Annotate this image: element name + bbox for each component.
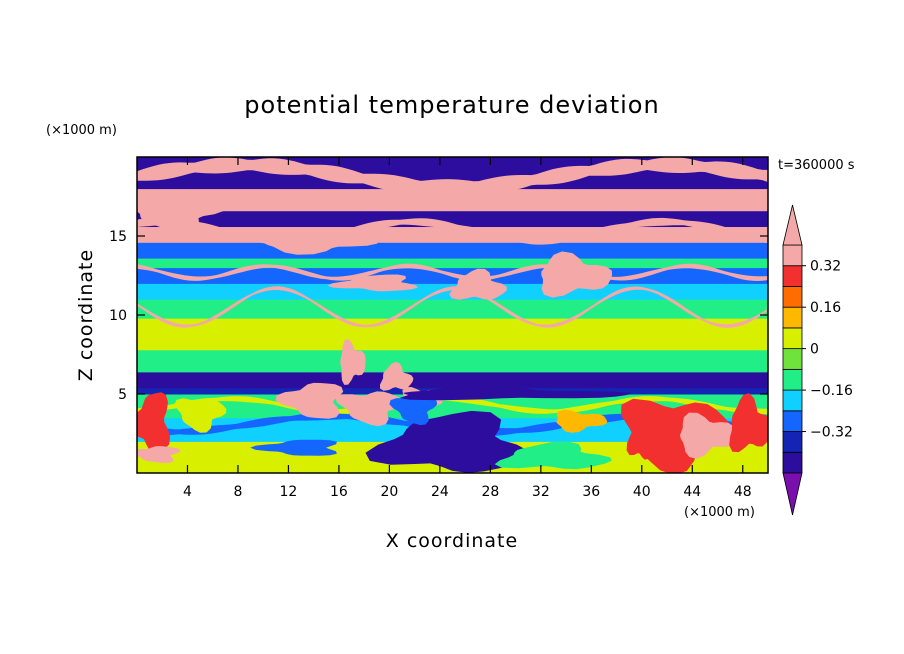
field-blob-11 xyxy=(250,439,337,456)
field-band-4 xyxy=(137,371,768,389)
x-tick-label: 48 xyxy=(734,484,752,500)
x-axis-label: X coordinate xyxy=(386,530,518,552)
field-blob-4 xyxy=(327,274,418,292)
field-blob-5 xyxy=(275,382,344,419)
colorbar: −0.32 −0.16 0 0.16 0.32 xyxy=(782,204,853,516)
x-tick-label: 32 xyxy=(532,484,550,500)
x-tick-label: 16 xyxy=(330,484,348,500)
field-blob-8 xyxy=(340,338,366,385)
field-band-5 xyxy=(137,349,768,373)
field-blob-22 xyxy=(494,441,612,470)
field-blob-18 xyxy=(137,446,181,463)
time-label: t=360000 s xyxy=(778,158,855,173)
plot-area xyxy=(136,156,769,474)
x-tick-label: 4 xyxy=(183,484,192,500)
field-band-7 xyxy=(137,299,768,319)
colorbar-box xyxy=(782,265,803,287)
field-streak-2 xyxy=(137,263,768,281)
colorbar-box xyxy=(782,327,803,350)
x-tick-label: 40 xyxy=(633,484,651,500)
chart-title: potential temperature deviation xyxy=(244,91,659,119)
heatmap-field xyxy=(137,157,768,473)
colorbar-box xyxy=(782,348,803,370)
x-tick-label: 24 xyxy=(431,484,449,500)
colorbar-box xyxy=(782,451,803,474)
field-blob-20 xyxy=(556,409,607,433)
field-streak-4 xyxy=(137,412,768,436)
colorbar-box xyxy=(782,306,803,329)
colorbar-label: −0.32 xyxy=(810,425,853,441)
field-blob-19 xyxy=(174,398,227,433)
field-band-11 xyxy=(137,242,768,259)
colorbar-box xyxy=(782,389,803,412)
colorbar-max-triangle xyxy=(782,204,803,246)
field-blob-17 xyxy=(137,392,171,451)
field-band-10 xyxy=(137,258,768,269)
x-axis: 4 8 12 16 20 24 28 32 36 40 44 48 xyxy=(183,157,752,500)
colorbar-label: 0.16 xyxy=(810,300,841,316)
x-unit-label: (×1000 m) xyxy=(684,505,755,520)
y-axis: 5 10 15 xyxy=(109,229,768,403)
field-blob-14 xyxy=(680,412,736,459)
field-blob-10 xyxy=(365,410,530,473)
field-blob-6 xyxy=(335,391,404,427)
x-tick-label: 28 xyxy=(481,484,499,500)
y-tick-label: 5 xyxy=(118,387,127,403)
field-blob-16 xyxy=(626,407,657,460)
colorbar-label: 0 xyxy=(810,342,819,358)
colorbar-box xyxy=(782,431,803,453)
x-tick-label: 36 xyxy=(582,484,600,500)
field-band-13 xyxy=(137,210,768,228)
field-blob-1 xyxy=(262,228,379,255)
colorbar-label: 0.32 xyxy=(810,259,841,275)
colorbar-box xyxy=(782,286,803,308)
field-streak-3 xyxy=(137,286,768,328)
y-unit-label: (×1000 m) xyxy=(46,123,117,138)
field-blob-9 xyxy=(380,361,414,391)
field-blob-3 xyxy=(449,268,507,300)
field-blob-15 xyxy=(729,393,768,453)
y-axis-label: Z coordinate xyxy=(75,249,97,381)
colorbar-label: −0.16 xyxy=(810,383,853,399)
field-band-14 xyxy=(137,188,768,212)
y-tick-label: 10 xyxy=(109,308,127,324)
field-band-6 xyxy=(137,318,768,351)
colorbar-min-triangle xyxy=(782,472,803,516)
colorbar-box xyxy=(782,410,803,432)
field-streak-0 xyxy=(137,157,768,195)
x-tick-label: 44 xyxy=(683,484,701,500)
field-blob-21 xyxy=(399,387,632,401)
colorbar-box xyxy=(782,368,803,391)
field-blob-2 xyxy=(541,251,612,298)
field-blob-12 xyxy=(389,394,438,426)
colorbar-box xyxy=(782,244,803,267)
field-blob-0 xyxy=(137,194,227,233)
x-tick-label: 12 xyxy=(280,484,298,500)
y-tick-label: 15 xyxy=(109,229,127,245)
x-tick-label: 8 xyxy=(233,484,242,500)
x-tick-label: 20 xyxy=(380,484,398,500)
